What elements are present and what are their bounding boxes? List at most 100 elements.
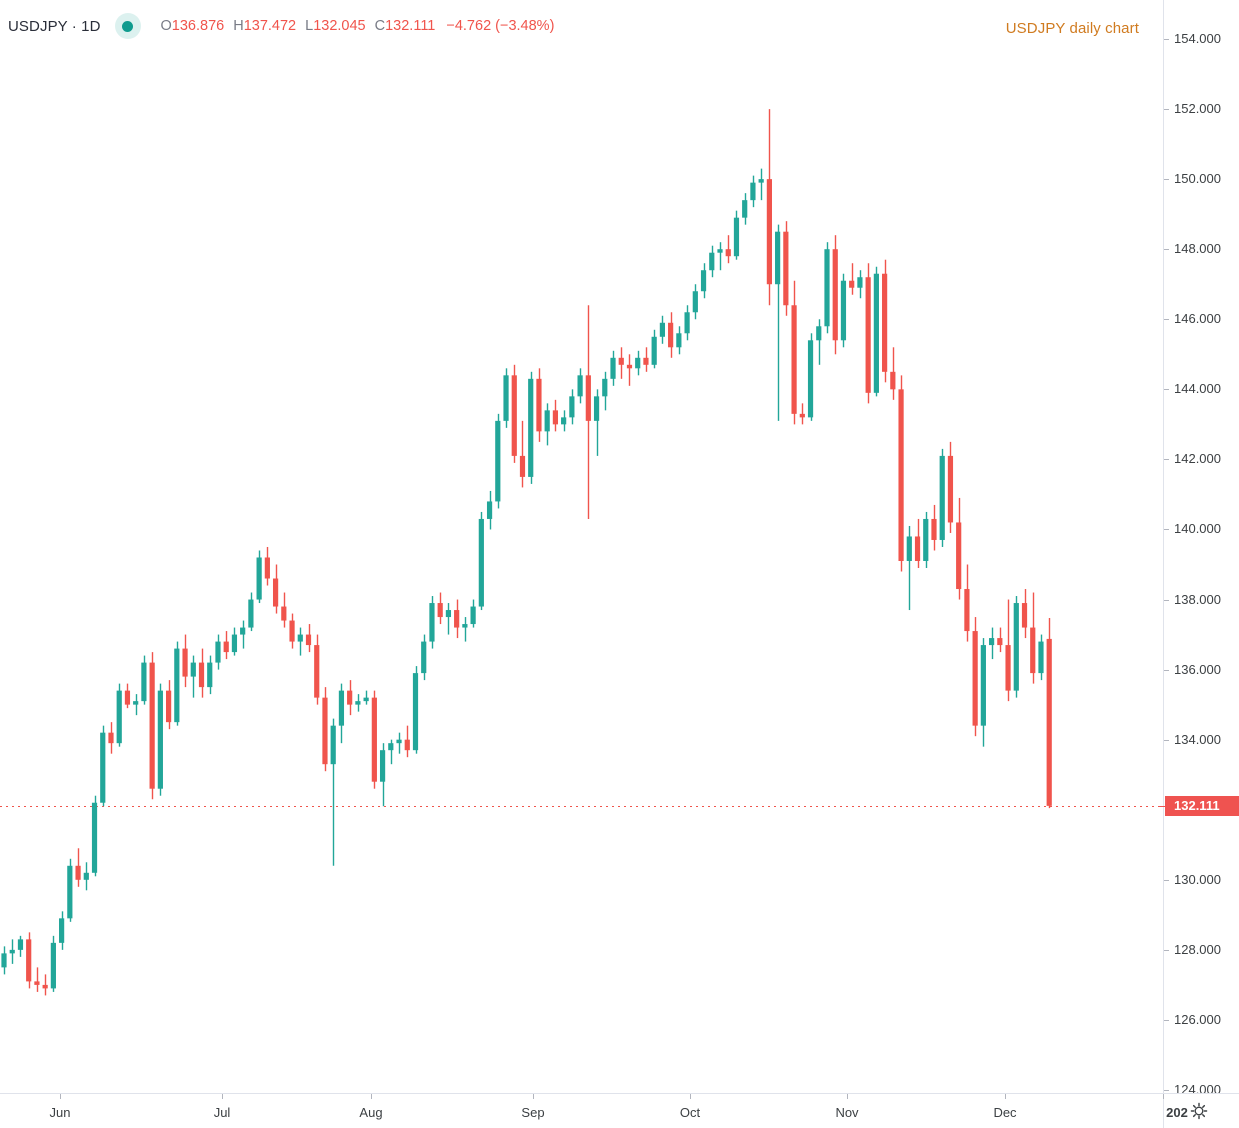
candle-body [552,410,559,425]
time-tick-label: Jun [49,1105,71,1120]
candle [116,683,122,747]
candle [914,518,921,569]
candle-body [281,606,287,621]
candle-body [215,641,221,663]
candle-body [1030,627,1036,674]
price-axis[interactable]: 154.000 152.000 150.000 148.000 146.000 144.0… [1158,0,1239,1097]
candle [157,683,163,796]
candle-body [207,662,213,688]
candle [569,389,575,425]
candle [956,497,962,600]
price-tick: 128.000 [1164,942,1239,957]
candle [133,694,139,716]
candle [1,946,7,975]
candle [832,235,838,355]
candle [91,795,98,877]
ohlc-value: 132.111 [385,18,436,34]
candle [454,599,460,639]
ohlc-label: H [233,18,244,34]
candle [322,687,328,772]
axis-corner [1163,1094,1239,1128]
candle [338,683,345,744]
candle [124,683,131,709]
candle-body [651,336,657,365]
candle [100,725,106,807]
price-tick-mark [1164,459,1169,460]
candle-body [388,743,394,751]
candle-body [791,305,797,414]
price-tick-label: 134.000 [1174,732,1221,747]
candle-body [470,606,476,625]
candle [207,655,213,695]
candle-body [404,739,410,751]
candle [618,347,624,379]
candle-body [923,518,929,561]
candle [684,305,690,341]
candle-body [198,662,205,688]
candle [750,175,756,208]
teal-dot-icon [114,13,141,39]
candle [997,627,1003,653]
ohlc-label: L [305,18,314,34]
candle [643,347,649,372]
price-tick-label: 138.000 [1174,592,1221,607]
gear-icon[interactable] [1190,1102,1208,1120]
candle [1005,599,1011,702]
candle-body [997,638,1003,646]
price-tick-mark [1164,109,1169,110]
current-price-badge[interactable]: 132.111 [1158,795,1239,816]
time-tick-label: 202 [1166,1105,1188,1120]
candle-body [91,802,98,873]
candle-body [67,865,73,919]
candle [1021,589,1028,639]
ohlc-values: O136.876 H137.472 L132.045 C132.111 −4.762 (… [161,18,555,34]
candle-body [116,690,122,744]
candle [593,389,600,456]
symbol-label[interactable]: USDJPY · 1D [8,17,101,35]
candle-body [561,417,567,425]
candle [445,603,452,635]
price-tick-mark [1164,740,1169,741]
candle [108,722,114,754]
candle-body [157,690,163,789]
ohlc-value: 137.472 [243,18,297,34]
candle [775,224,781,421]
candle-body [700,270,707,292]
price-tick: 148.000 [1164,241,1239,256]
candle [429,596,435,649]
ohlc-h: H137.472 [233,18,296,34]
candle-body [906,536,912,561]
time-axis[interactable]: Jun Jul Aug Sep Oct Nov Dec 202 [0,1093,1239,1128]
ohlc-c: C132.111 [375,18,436,34]
candle [626,354,633,386]
candle [577,368,583,404]
chart-plot-area[interactable] [0,0,1163,1093]
ohlc-value: 136.876 [171,18,225,34]
candle-body [314,645,320,698]
candle [50,935,56,992]
price-tick-mark [1164,249,1169,250]
time-tick-mark [533,1094,534,1099]
candle-body [536,378,542,432]
candle-body [289,620,295,642]
time-tick-mark [847,1094,848,1099]
price-tick-label: 142.000 [1174,451,1221,466]
price-tick: 142.000 [1164,451,1239,466]
candle-body [692,291,698,313]
candle [42,974,48,996]
candle [495,413,501,509]
candle-body [338,690,345,726]
candle [347,680,353,716]
candle [190,655,196,698]
candle [799,403,805,425]
candle-body [75,865,81,880]
candle-body [231,634,238,653]
badge-tick-mark [1158,805,1165,807]
candle [700,263,707,299]
candle [947,441,954,533]
candle [1038,634,1044,681]
candle-body [528,378,534,477]
candle-body [676,333,682,348]
candle-body [824,249,830,327]
